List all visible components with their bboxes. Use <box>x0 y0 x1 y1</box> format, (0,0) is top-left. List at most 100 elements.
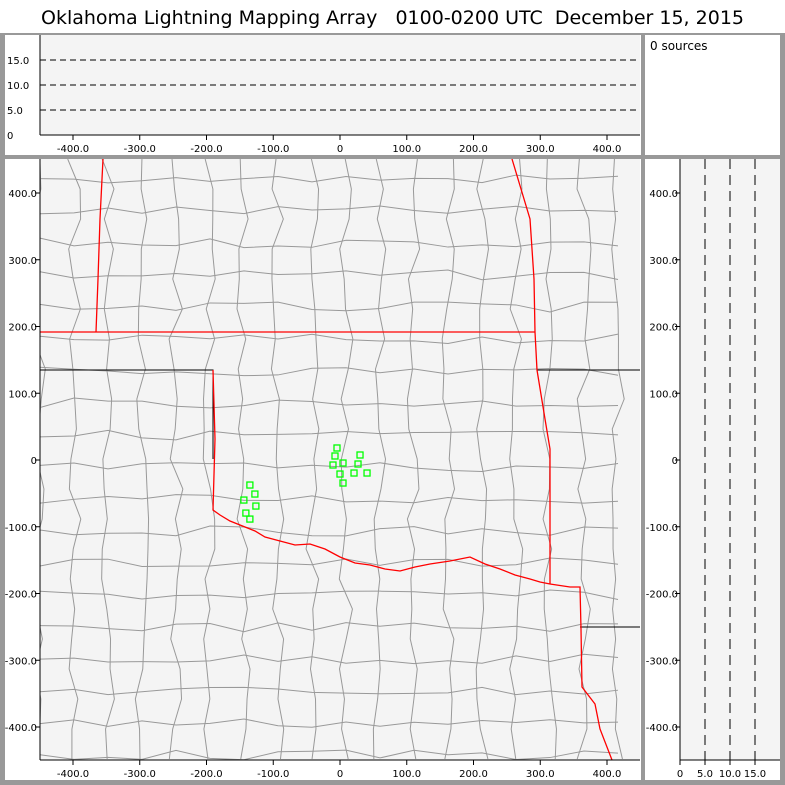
county-line <box>441 159 456 760</box>
y-tick-label: 0 <box>7 131 13 142</box>
county-line <box>338 159 354 760</box>
x-tick-label: -100.0 <box>257 769 289 780</box>
county-line <box>305 159 320 760</box>
county-line <box>270 159 285 760</box>
x-tick-label: -300.0 <box>124 769 156 780</box>
y-tick-label: -400.0 <box>646 723 678 734</box>
right-plot-area <box>680 159 780 760</box>
map-plot-area <box>40 159 640 760</box>
x-tick-label: 100.0 <box>392 769 421 780</box>
county-line <box>40 174 619 184</box>
x-tick-label: 10.0 <box>719 769 741 780</box>
county-line <box>40 269 619 281</box>
lma-station-marker <box>251 490 259 498</box>
x-tick-label: -200.0 <box>190 769 222 780</box>
lma-station-marker <box>336 470 344 478</box>
lma-station-marker <box>356 451 364 459</box>
y-tick-label: -300.0 <box>5 656 37 667</box>
x-tick-label: 300.0 <box>526 769 555 780</box>
lma-station-marker <box>252 502 260 510</box>
county-line <box>611 159 625 760</box>
x-tick-label: 400.0 <box>593 144 622 155</box>
lma-station-marker <box>246 481 254 489</box>
county-line <box>134 159 150 760</box>
y-tick-label: 300.0 <box>649 256 678 267</box>
county-line <box>40 366 619 377</box>
stations <box>240 444 371 523</box>
x-tick-label: 300.0 <box>526 144 555 155</box>
county-line <box>40 589 619 600</box>
lma-station-marker <box>242 509 250 517</box>
y-tick-label: 300.0 <box>8 256 37 267</box>
y-tick-label: 15.0 <box>7 56 29 67</box>
county-line <box>40 622 619 633</box>
plot-title: Oklahoma Lightning Mapping Array 0100-02… <box>0 0 785 33</box>
y-tick-label: -200.0 <box>646 590 678 601</box>
x-tick-label: 0 <box>337 144 343 155</box>
x-tick-label: 200.0 <box>459 144 488 155</box>
x-tick-label: 0 <box>677 769 683 780</box>
county-line <box>509 159 524 760</box>
county-line <box>475 159 489 760</box>
oklahoma-border <box>40 159 613 760</box>
county-line <box>40 525 619 537</box>
y-tick-label: 400.0 <box>649 189 678 200</box>
county-line <box>40 494 619 504</box>
y-tick-label: 200.0 <box>8 323 37 334</box>
lma-station-marker <box>363 469 371 477</box>
y-tick-label: 5.0 <box>7 106 23 117</box>
y-tick-label: -100.0 <box>646 523 678 534</box>
x-tick-label: 100.0 <box>392 144 421 155</box>
county-line <box>40 462 619 473</box>
y-tick-label: 200.0 <box>649 323 678 334</box>
county-line <box>40 205 619 215</box>
county-line <box>202 159 216 760</box>
x-tick-label: -300.0 <box>124 144 156 155</box>
y-tick-label: 400.0 <box>8 189 37 200</box>
county-line <box>40 749 619 760</box>
x-tick-label: 5.0 <box>697 769 713 780</box>
y-tick-label: -400.0 <box>5 723 37 734</box>
x-tick-label: -100.0 <box>257 144 289 155</box>
county-line <box>40 686 619 696</box>
x-tick-label: 400.0 <box>593 769 622 780</box>
x-tick-label: -400.0 <box>57 144 89 155</box>
county-line <box>372 159 387 760</box>
county-line <box>67 159 82 760</box>
y-tick-label: -300.0 <box>646 656 678 667</box>
lma-station-marker <box>329 461 337 469</box>
y-tick-label: -100.0 <box>5 523 37 534</box>
lma-station-marker <box>246 515 254 523</box>
county-line <box>40 397 619 409</box>
y-tick-label: -200.0 <box>5 590 37 601</box>
county-lines <box>40 159 625 760</box>
county-line <box>40 301 619 313</box>
lma-station-marker <box>240 496 248 504</box>
county-line <box>40 653 619 665</box>
county-line <box>236 159 251 760</box>
altitude-vs-east-panel: 0 5.0 10.0 15.0 -400.0 -300.0 -200.0 -100.0 0 100… <box>7 35 640 155</box>
county-line <box>40 429 619 441</box>
y-tick-label: 0 <box>672 456 678 467</box>
x-tick-label: -200.0 <box>190 144 222 155</box>
y-tick-label: 100.0 <box>649 389 678 400</box>
county-line <box>40 718 619 728</box>
x-tick-label: 0 <box>337 769 343 780</box>
source-count-box <box>645 35 780 155</box>
north-vs-altitude-panel: 400.0 300.0 200.0 100.0 0 -100.0 -200.0 -300.0 -… <box>646 159 780 780</box>
lma-station-marker <box>333 444 341 452</box>
lma-station-marker <box>331 452 339 460</box>
map-axes: 400.0 300.0 200.0 100.0 0 -100.0 -200.0 -300.0 -… <box>5 159 640 780</box>
county-line <box>40 333 619 344</box>
source-count: 0 sources <box>650 39 708 53</box>
lma-station-marker <box>350 469 358 477</box>
county-line <box>406 159 421 760</box>
y-tick-label: 0 <box>31 456 37 467</box>
county-line <box>101 159 115 760</box>
lma-station-marker <box>339 479 347 487</box>
x-tick-label: 15.0 <box>744 769 766 780</box>
county-line <box>168 159 184 760</box>
x-tick-label: -400.0 <box>57 769 89 780</box>
x-tick-label: 200.0 <box>459 769 488 780</box>
